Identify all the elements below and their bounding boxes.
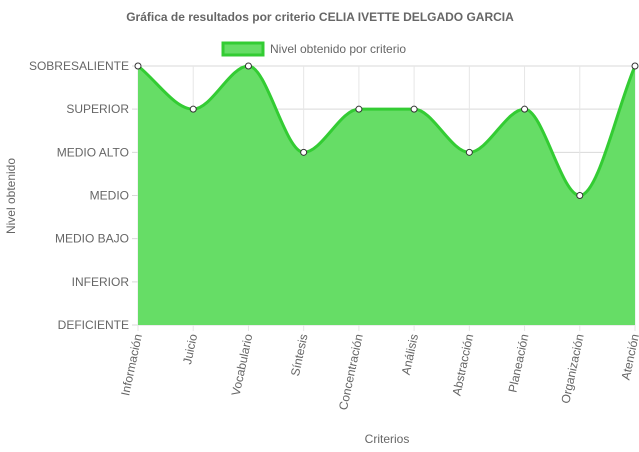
x-tick-label: Vocabulario [229, 332, 256, 397]
data-point-4[interactable] [355, 105, 363, 113]
data-point-8[interactable] [576, 192, 584, 199]
y-tick-label: MEDIO [90, 189, 129, 203]
y-tick-label: DEFICIENTE [58, 318, 129, 332]
data-area [137, 64, 637, 325]
x-tick-label: Análisis [399, 333, 421, 376]
y-tick-label: MEDIO ALTO [57, 145, 129, 159]
x-tick-label: Planeación [505, 333, 531, 394]
y-axis-title: Nivel obtenido [4, 158, 18, 234]
y-tick-label: SOBRESALIENTE [29, 59, 129, 73]
data-point-0[interactable] [134, 62, 142, 70]
y-tick-label: INFERIOR [72, 275, 130, 289]
y-axis-ticks: DEFICIENTE INFERIOR MEDIO BAJO MEDIO MEDIO A… [29, 59, 129, 332]
x-axis-ticks: Información Juicio Vocabulario Síntesis Conc… [118, 332, 639, 411]
x-tick-label: Atención [619, 333, 639, 382]
data-point-3[interactable] [300, 148, 308, 156]
data-point-9[interactable] [631, 62, 639, 70]
x-tick-label: Juicio [180, 332, 200, 365]
x-tick-label: Información [118, 333, 145, 397]
y-tick-label: MEDIO BAJO [55, 232, 129, 246]
data-point-2[interactable] [244, 62, 252, 70]
data-point-1[interactable] [189, 105, 197, 113]
data-points [134, 62, 639, 199]
x-axis-title: Criterios [365, 432, 410, 446]
x-tick-label: Concentración [336, 333, 366, 412]
data-point-6[interactable] [465, 148, 473, 156]
area-fill [138, 66, 635, 325]
chart-title: Gráfica de resultados por criterio CELIA… [126, 10, 514, 24]
legend-swatch [221, 41, 265, 57]
series-line [137, 64, 637, 198]
legend[interactable]: Nivel obtenido por criterio [221, 41, 406, 57]
data-point-5[interactable] [410, 105, 418, 113]
data-point-7[interactable] [521, 105, 529, 113]
x-tick-label: Organización [558, 333, 586, 405]
x-tick-label: Abstracción [450, 333, 477, 397]
legend-label: Nivel obtenido por criterio [270, 42, 406, 56]
y-tick-label: SUPERIOR [66, 102, 129, 116]
x-tick-label: Síntesis [288, 333, 311, 378]
